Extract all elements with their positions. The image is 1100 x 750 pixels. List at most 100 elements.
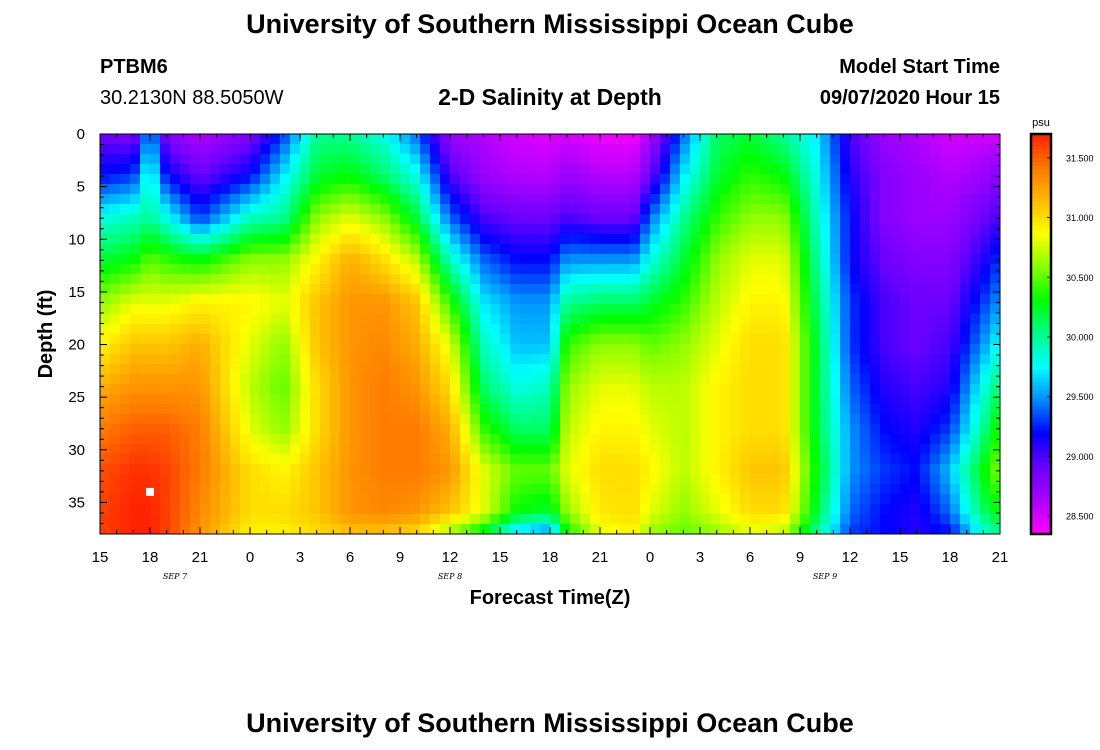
heatmap-cell xyxy=(310,234,321,245)
heatmap-cell xyxy=(700,504,711,515)
heatmap-cell xyxy=(820,284,831,295)
heatmap-cell xyxy=(400,414,411,425)
heatmap-cell xyxy=(760,284,771,295)
heatmap-cell xyxy=(710,354,721,365)
heatmap-cell xyxy=(340,224,351,235)
heatmap-cell xyxy=(290,314,301,325)
heatmap-cell xyxy=(300,474,311,485)
heatmap-cell xyxy=(700,184,711,195)
heatmap-cell xyxy=(670,374,681,385)
heatmap-cell xyxy=(840,164,851,175)
y-tick-label: 15 xyxy=(68,284,85,301)
heatmap-cell xyxy=(490,334,501,345)
heatmap-cell xyxy=(650,314,661,325)
heatmap-cell xyxy=(150,444,161,455)
heatmap-cell xyxy=(780,364,791,375)
heatmap-cell xyxy=(450,174,461,185)
heatmap-cell xyxy=(800,364,811,375)
heatmap-cell xyxy=(550,274,561,285)
heatmap-cell xyxy=(240,324,251,335)
heatmap-cell xyxy=(830,344,841,355)
heatmap-cell xyxy=(830,334,841,345)
heatmap-cell xyxy=(580,474,591,485)
heatmap-cell xyxy=(360,384,371,395)
heatmap-cell xyxy=(190,304,201,315)
heatmap-cell xyxy=(480,144,491,155)
heatmap-cell xyxy=(640,194,651,205)
heatmap-cell xyxy=(960,134,971,145)
heatmap-cell xyxy=(140,474,151,485)
heatmap-cell xyxy=(610,374,621,385)
heatmap-cell xyxy=(270,334,281,345)
heatmap-cell xyxy=(130,424,141,435)
heatmap-cell xyxy=(590,414,601,425)
heatmap-cell xyxy=(760,334,771,345)
heatmap-cell xyxy=(460,524,471,534)
heatmap-cell xyxy=(960,314,971,325)
heatmap-cell xyxy=(220,524,231,534)
heatmap-cell xyxy=(560,134,571,145)
heatmap-cell xyxy=(830,264,841,275)
heatmap-cell xyxy=(760,384,771,395)
heatmap-cell xyxy=(950,174,961,185)
heatmap-cell xyxy=(370,464,381,475)
heatmap-cell xyxy=(110,454,121,465)
heatmap-cell xyxy=(110,324,121,335)
heatmap-cell xyxy=(630,434,641,445)
heatmap-cell xyxy=(900,274,911,285)
heatmap-cell xyxy=(850,144,861,155)
heatmap-cell xyxy=(940,144,951,155)
heatmap-cell xyxy=(680,234,691,245)
heatmap-cell xyxy=(750,444,761,455)
heatmap-cell xyxy=(960,524,971,534)
heatmap-cell xyxy=(720,164,731,175)
heatmap-cell xyxy=(630,134,641,145)
heatmap-cell xyxy=(780,164,791,175)
heatmap-cell xyxy=(450,444,461,455)
heatmap-cell xyxy=(350,224,361,235)
heatmap-cell xyxy=(290,164,301,175)
heatmap-cell xyxy=(230,294,241,305)
heatmap-cell xyxy=(450,134,461,145)
heatmap-cell xyxy=(740,414,751,425)
heatmap-cell xyxy=(400,474,411,485)
heatmap-cell xyxy=(530,464,541,475)
heatmap-cell xyxy=(980,514,991,525)
heatmap-cell xyxy=(660,244,671,255)
heatmap-cell xyxy=(610,434,621,445)
heatmap-cell xyxy=(210,164,221,175)
heatmap-cell xyxy=(170,204,181,215)
heatmap-cell xyxy=(190,174,201,185)
heatmap-cell xyxy=(890,264,901,275)
colorbar-segment xyxy=(1031,382,1051,387)
heatmap-cell xyxy=(250,194,261,205)
heatmap-cell xyxy=(600,394,611,405)
heatmap-cell xyxy=(140,494,151,505)
heatmap-cell xyxy=(810,324,821,335)
heatmap-cell xyxy=(150,214,161,225)
heatmap-cell xyxy=(430,374,441,385)
heatmap-cell xyxy=(480,364,491,375)
heatmap-cell xyxy=(760,394,771,405)
heatmap-cell xyxy=(160,514,171,525)
heatmap-cell xyxy=(980,294,991,305)
heatmap-cell xyxy=(410,354,421,365)
heatmap-cell xyxy=(750,434,761,445)
heatmap-cell xyxy=(530,254,541,265)
heatmap-cell xyxy=(890,454,901,465)
heatmap-cell xyxy=(210,364,221,375)
heatmap-cell xyxy=(870,204,881,215)
heatmap-cell xyxy=(240,204,251,215)
heatmap-cell xyxy=(240,344,251,355)
heatmap-cell xyxy=(620,364,631,375)
heatmap-cell xyxy=(660,214,671,225)
heatmap-cell xyxy=(920,194,931,205)
heatmap-cell xyxy=(870,344,881,355)
colorbar-segment xyxy=(1031,362,1051,367)
heatmap-cell xyxy=(160,254,171,265)
heatmap-cell xyxy=(530,244,541,255)
colorbar-segment xyxy=(1031,366,1051,371)
heatmap-cell xyxy=(830,184,841,195)
heatmap-cell xyxy=(120,144,131,155)
heatmap-cell xyxy=(610,484,621,495)
